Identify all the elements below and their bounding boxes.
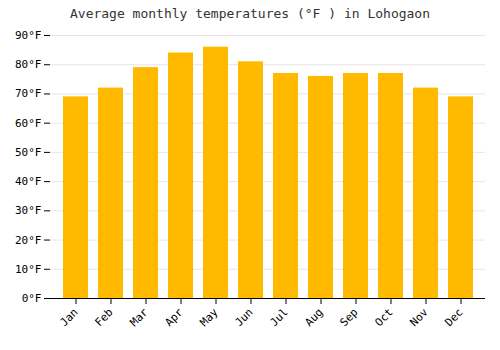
svg-text:0°F: 0°F: [22, 292, 42, 305]
svg-text:Mar: Mar: [127, 305, 151, 329]
svg-text:70°F: 70°F: [15, 87, 42, 100]
svg-text:Sep: Sep: [337, 306, 360, 329]
svg-text:50°F: 50°F: [15, 146, 42, 159]
svg-text:Jun: Jun: [232, 306, 255, 329]
svg-text:Feb: Feb: [92, 306, 115, 329]
svg-text:20°F: 20°F: [15, 234, 42, 247]
svg-text:30°F: 30°F: [15, 204, 42, 217]
svg-text:80°F: 80°F: [15, 58, 42, 71]
svg-text:Jul: Jul: [267, 306, 290, 329]
svg-text:May: May: [197, 305, 221, 329]
svg-text:Apr: Apr: [162, 305, 186, 329]
svg-text:Dec: Dec: [442, 306, 465, 329]
svg-text:Aug: Aug: [302, 306, 325, 329]
html-text:Average monthly temperatures (: Average monthly temperatures (°F ) in Lo…: [70, 6, 430, 21]
svg-text:Nov: Nov: [407, 305, 431, 329]
svg-text:60°F: 60°F: [15, 117, 42, 130]
svg-text:90°F: 90°F: [15, 29, 42, 42]
svg-text:40°F: 40°F: [15, 175, 42, 188]
svg-text:Jan: Jan: [57, 306, 80, 329]
svg-text:10°F: 10°F: [15, 263, 42, 276]
svg-text:Oct: Oct: [372, 306, 395, 329]
